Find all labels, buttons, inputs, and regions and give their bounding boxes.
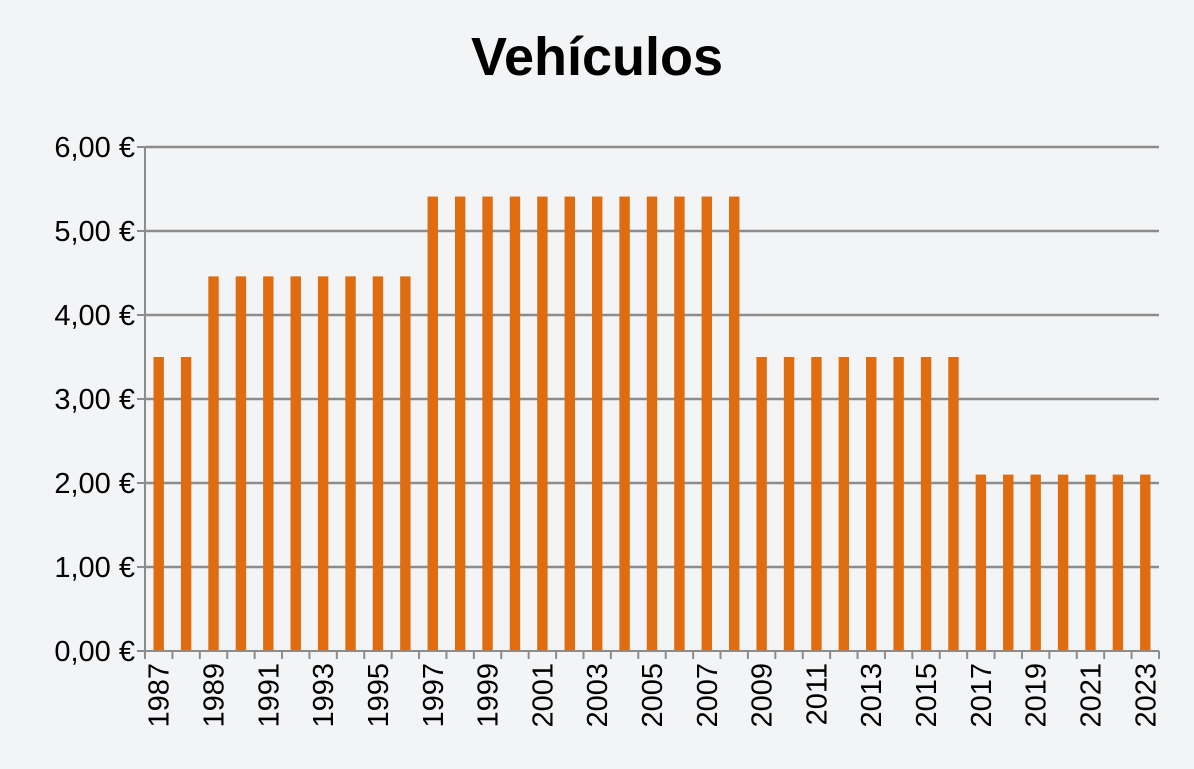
bar-1998 <box>454 196 466 651</box>
bar-1987 <box>153 357 164 651</box>
x-tick-label: 2009 <box>747 663 779 728</box>
bar-2021 <box>1085 474 1096 651</box>
bar-1989 <box>208 276 219 651</box>
bar-2007 <box>701 196 713 651</box>
x-tick-label: 1993 <box>308 663 340 728</box>
bar-1997 <box>427 196 438 651</box>
y-tick-label: 0,00 € <box>54 636 135 668</box>
bar-2006 <box>674 196 685 651</box>
bar-1988 <box>180 357 192 651</box>
x-tick-label: 2003 <box>582 663 614 728</box>
y-tick-label: 4,00 € <box>54 300 135 332</box>
x-tick-label: 2005 <box>637 663 669 728</box>
x-tick-label: 2011 <box>801 663 833 725</box>
y-tick-label: 2,00 € <box>54 468 135 500</box>
bars <box>153 196 1151 651</box>
bar-2001 <box>537 196 548 651</box>
bar-2013 <box>866 357 877 651</box>
bar-2003 <box>591 196 603 651</box>
x-tick-label: 1991 <box>253 663 285 728</box>
bar-2022 <box>1112 474 1124 651</box>
x-tick-label: 2001 <box>527 663 559 728</box>
bar-2020 <box>1057 474 1069 651</box>
bar-1996 <box>400 276 411 651</box>
bar-2004 <box>619 196 630 651</box>
x-tick-label: 1997 <box>418 663 450 728</box>
bar-2005 <box>646 196 658 651</box>
x-tick-label: 1987 <box>144 663 176 728</box>
bar-1990 <box>235 276 247 651</box>
x-tick-label: 2019 <box>1021 663 1053 728</box>
bar-1999 <box>482 196 493 651</box>
bar-2008 <box>729 196 740 651</box>
bar-2017 <box>975 474 987 651</box>
bar-2010 <box>783 357 795 651</box>
bar-2015 <box>920 357 932 651</box>
bar-2014 <box>893 357 904 651</box>
axes <box>137 146 1160 659</box>
bar-2019 <box>1030 474 1041 651</box>
bar-2023 <box>1140 474 1151 651</box>
y-tick-label: 3,00 € <box>54 384 135 416</box>
bar-2009 <box>756 357 767 651</box>
bar-2000 <box>509 196 521 651</box>
x-tick-label: 2007 <box>692 663 724 728</box>
x-tick-label: 2021 <box>1075 663 1107 728</box>
bar-1995 <box>372 276 384 651</box>
x-tick-label: 2023 <box>1130 663 1162 728</box>
bar-2018 <box>1003 474 1014 651</box>
x-tick-label: 2015 <box>911 663 943 728</box>
chart-title: Vehículos <box>470 27 724 87</box>
bar-1994 <box>345 276 356 651</box>
bar-1992 <box>290 276 301 651</box>
x-tick-label: 1989 <box>199 663 231 728</box>
bar-1993 <box>317 276 329 651</box>
x-tick-label: 1999 <box>473 663 505 728</box>
x-tick-label: 2013 <box>856 663 888 728</box>
y-tick-label: 6,00 € <box>54 132 135 164</box>
x-tick-label: 1995 <box>363 663 395 728</box>
bar-2011 <box>811 357 822 651</box>
y-tick-label: 1,00 € <box>54 552 135 584</box>
y-tick-label: 5,00 € <box>54 216 135 248</box>
bar-2002 <box>564 196 575 651</box>
bar-2016 <box>948 357 959 651</box>
tick-labels: 0,00 € 1,00 € 2,00 € 3,00 € 4,00 € 5,00 € 6,00… <box>54 132 1162 728</box>
bar-1991 <box>263 276 274 651</box>
x-tick-label: 2017 <box>966 663 998 728</box>
bar-2012 <box>838 357 850 651</box>
